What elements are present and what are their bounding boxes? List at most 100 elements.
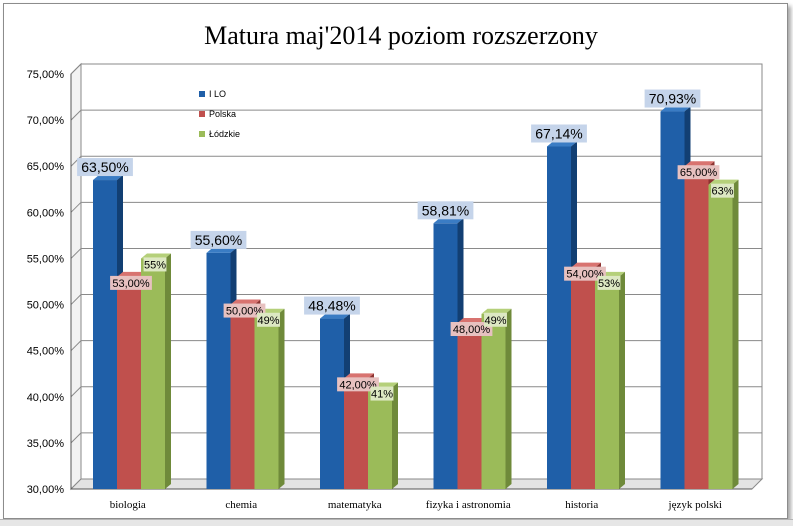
data-label: 55% [144, 259, 166, 271]
legend-entry: Łódzkie [209, 129, 240, 139]
chart-title: Matura maj'2014 poziom rozszerzony [204, 21, 598, 50]
bar [547, 146, 571, 489]
y-tick-label: 70,00% [27, 115, 65, 127]
bar-top [141, 253, 171, 259]
data-label-bg [484, 312, 507, 327]
y-tick-label: 65,00% [27, 161, 65, 173]
data-label: 67,14% [535, 125, 582, 141]
bar-top [571, 262, 601, 268]
bar [254, 313, 279, 489]
data-label: 58,81% [422, 202, 469, 218]
data-label: 65,00% [680, 167, 718, 179]
back-wall [80, 63, 763, 480]
data-label: 50,00% [226, 306, 264, 318]
bar-top [93, 175, 123, 181]
bar-top [684, 161, 715, 167]
bar-side [732, 179, 739, 489]
data-label-bg [711, 183, 734, 198]
data-label: 53% [598, 278, 620, 290]
x-tick-label: biologia [110, 499, 146, 511]
y-tick-label: 75,00% [27, 69, 65, 81]
gridline [70, 340, 762, 352]
bar [320, 318, 344, 489]
data-label-bg [337, 377, 379, 392]
legend-entry: Polska [209, 109, 236, 119]
data-label-bg [223, 303, 266, 318]
data-label-bg [531, 124, 587, 143]
bar [481, 313, 506, 489]
side-wall [70, 62, 82, 491]
x-tick-label: język polski [668, 499, 722, 511]
bar-top [457, 318, 488, 323]
data-label-bg [450, 322, 493, 336]
bar [708, 184, 733, 489]
bar-top [708, 179, 739, 185]
bar [230, 304, 255, 489]
data-label: 54,00% [566, 269, 604, 281]
data-label: 48,48% [308, 298, 355, 314]
gridline [70, 432, 762, 444]
y-tick-label: 55,00% [27, 253, 65, 265]
data-label: 42,00% [339, 379, 377, 391]
gridline [70, 247, 762, 259]
x-tick-label: fizyka i astronomia [426, 499, 511, 511]
bar-top [660, 106, 691, 112]
bar-top [230, 299, 261, 305]
data-label-bg [417, 201, 474, 220]
bar-side [278, 308, 285, 489]
data-label-bg [190, 230, 247, 249]
plot-area: 30,00% 35,00% 40,00% 45,00% 50,00% 55,00% 60,0… [27, 62, 764, 511]
data-label-bg [110, 275, 152, 290]
floor [69, 478, 764, 490]
data-label: 63% [711, 186, 733, 198]
y-tick-label: 45,00% [27, 346, 65, 358]
y-tick-label: 35,00% [27, 438, 65, 450]
gridline [70, 63, 762, 75]
legend-entry: I LO [209, 89, 226, 99]
bar [368, 387, 392, 489]
x-tick-label: historia [565, 499, 598, 511]
y-tick-label: 50,00% [27, 300, 65, 312]
bar [206, 252, 231, 489]
legend-swatch [199, 111, 205, 117]
bar [684, 166, 709, 489]
bar-top [206, 247, 237, 253]
bar [344, 378, 368, 489]
bar [571, 267, 595, 489]
data-label-bg [257, 312, 280, 327]
bar-top [320, 313, 350, 319]
data-label-bg [370, 386, 394, 401]
data-label: 55,60% [195, 232, 242, 248]
bottom-scrollbar-strip [0, 519, 793, 526]
legend-swatch [199, 131, 205, 137]
bar-side [505, 308, 512, 489]
chart-frame: Matura maj'2014 poziom rozszerzony 30,00… [3, 3, 788, 519]
bar-side [619, 271, 625, 489]
data-label-bg [564, 266, 606, 281]
bar-chart: Matura maj'2014 poziom rozszerzony 30,00… [27, 21, 764, 511]
bar [93, 180, 117, 490]
bar [141, 258, 165, 489]
bar-top [547, 141, 577, 147]
y-tick-label: 30,00% [27, 484, 65, 496]
bar-side [392, 382, 398, 489]
data-label-bg [644, 89, 701, 108]
data-label: 53,00% [112, 278, 150, 290]
gridline [70, 294, 762, 305]
y-tick-label: 40,00% [27, 392, 65, 404]
data-label: 49% [484, 315, 506, 327]
x-tick-label: matematyka [328, 499, 382, 511]
legend-swatch [199, 91, 205, 97]
bar-top [433, 218, 464, 224]
bar [433, 223, 458, 489]
gridline [70, 155, 762, 167]
gridline [70, 109, 762, 121]
data-label: 41% [371, 389, 393, 401]
gridline [70, 201, 762, 213]
data-label-bg [77, 158, 133, 177]
y-tick-label: 60,00% [27, 207, 65, 219]
data-label: 63,50% [81, 159, 128, 175]
gridline [70, 386, 762, 398]
data-label: 48,00% [453, 324, 491, 336]
legend: I LO Polska Łódzkie [199, 89, 240, 139]
